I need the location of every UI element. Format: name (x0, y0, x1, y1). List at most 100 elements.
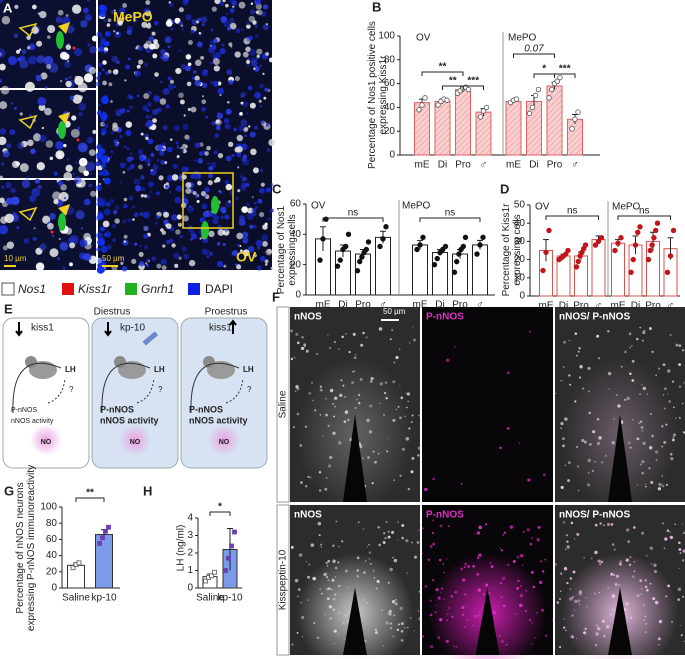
cell (136, 94, 140, 98)
cell (224, 214, 230, 220)
cell (530, 570, 534, 574)
cell (325, 413, 328, 417)
panel-e: E Diestrus Proestrus kiss1LH?P-nNOSnNOS … (2, 301, 268, 469)
cell (641, 472, 644, 475)
cell (294, 578, 299, 583)
y-tick-label: 40 (290, 229, 302, 240)
y-tick-label: 0 (51, 583, 57, 594)
cell (176, 155, 180, 159)
cell (201, 69, 209, 76)
cell (209, 251, 212, 255)
cell (474, 614, 478, 618)
cell (329, 388, 334, 393)
cell (126, 147, 130, 151)
cell (343, 420, 347, 423)
cell (578, 592, 582, 596)
cell (573, 609, 576, 611)
cell (145, 263, 149, 267)
cell (410, 421, 413, 424)
data-point (529, 104, 536, 111)
cell (0, 78, 3, 84)
cell (678, 416, 681, 419)
cell (678, 541, 681, 545)
y-tick-label: 0 (187, 583, 193, 594)
cell (193, 70, 197, 74)
cell (33, 227, 36, 230)
cell (71, 4, 82, 14)
group-label: OV (416, 33, 431, 44)
cell (36, 55, 45, 64)
cell (27, 55, 37, 65)
cell (385, 397, 388, 400)
cell (240, 119, 248, 127)
cell (562, 520, 566, 524)
cell (617, 404, 621, 408)
cell (1, 185, 5, 189)
cell (517, 579, 520, 583)
target-label: LH (65, 365, 76, 374)
cell (65, 13, 69, 17)
cell (657, 637, 661, 641)
cell (607, 330, 610, 333)
cell (169, 79, 175, 84)
legend-label: DAPI (205, 282, 233, 296)
cell (191, 18, 198, 26)
data-point (337, 257, 343, 263)
legend: Nos1 Kiss1r Gnrh1 DAPI (1, 282, 233, 296)
cell (146, 162, 151, 167)
arrow (101, 362, 151, 414)
cell (564, 417, 568, 421)
cell (254, 91, 262, 99)
cell (352, 332, 356, 336)
cell (563, 567, 568, 571)
group-label: OV (311, 201, 326, 212)
cell (249, 9, 255, 15)
cell (640, 593, 642, 595)
cell (318, 471, 322, 474)
cell (335, 520, 338, 523)
cell (369, 404, 373, 408)
cell (237, 166, 240, 169)
cell (131, 258, 137, 265)
cell (100, 112, 108, 121)
cell (292, 426, 295, 429)
cell (642, 441, 646, 446)
cell (156, 263, 162, 269)
no-glow (208, 424, 240, 456)
data-point (460, 243, 466, 250)
cell (148, 36, 155, 42)
cell (478, 525, 482, 530)
cell (159, 150, 165, 156)
no-glow (30, 424, 62, 456)
cell (53, 171, 59, 176)
activity-label: nNOS activity (11, 418, 54, 425)
cell (185, 54, 192, 60)
cell (663, 441, 667, 444)
cell (643, 619, 645, 621)
significance-bracket (513, 53, 555, 58)
cell (678, 344, 682, 347)
cell (520, 585, 522, 587)
cell (251, 60, 258, 67)
cell (577, 599, 581, 603)
cell (614, 583, 618, 586)
cell (264, 259, 269, 264)
cell (65, 164, 73, 172)
cell (345, 332, 348, 335)
cell (368, 551, 372, 555)
x-tick-label: Di (529, 160, 538, 171)
cell (424, 585, 428, 589)
cell (658, 619, 663, 624)
cell (31, 4, 37, 10)
cell (332, 402, 335, 405)
cell (6, 143, 12, 149)
kiss-dot (76, 138, 80, 142)
data-point (513, 96, 520, 102)
data-point (598, 235, 605, 241)
cell (294, 390, 297, 392)
cell (110, 150, 114, 154)
cell (194, 75, 200, 81)
cell (613, 418, 615, 420)
cell (197, 158, 204, 164)
cell (658, 482, 662, 487)
